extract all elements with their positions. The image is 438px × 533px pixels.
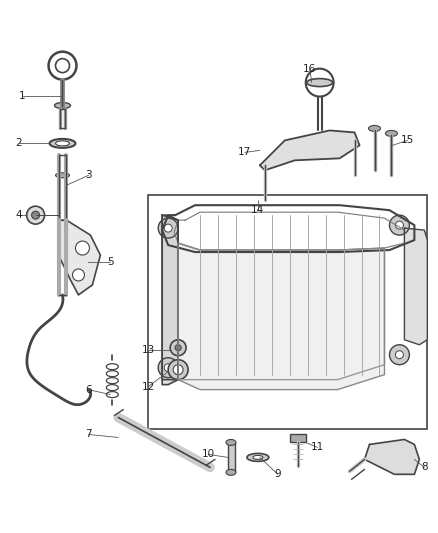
Circle shape <box>27 206 45 224</box>
Polygon shape <box>59 220 100 295</box>
Circle shape <box>158 358 178 378</box>
Ellipse shape <box>307 78 332 86</box>
Circle shape <box>158 218 178 238</box>
Circle shape <box>56 59 70 72</box>
Text: 3: 3 <box>85 170 92 180</box>
Polygon shape <box>178 243 385 390</box>
Text: 2: 2 <box>15 139 22 148</box>
Text: 17: 17 <box>238 147 251 157</box>
Ellipse shape <box>106 370 118 377</box>
Ellipse shape <box>106 364 118 370</box>
Circle shape <box>164 224 172 232</box>
Circle shape <box>173 365 183 375</box>
Ellipse shape <box>106 378 118 384</box>
Bar <box>148 195 427 430</box>
Text: 12: 12 <box>141 382 155 392</box>
Circle shape <box>168 360 188 379</box>
Circle shape <box>175 345 181 351</box>
Circle shape <box>75 241 89 255</box>
Circle shape <box>306 69 334 96</box>
Ellipse shape <box>226 439 236 446</box>
Circle shape <box>396 351 403 359</box>
Text: 6: 6 <box>85 385 92 394</box>
Text: 16: 16 <box>303 63 316 74</box>
Ellipse shape <box>49 139 75 148</box>
Polygon shape <box>162 215 178 379</box>
Ellipse shape <box>253 455 263 459</box>
Text: 5: 5 <box>107 257 113 267</box>
Circle shape <box>170 340 186 356</box>
Circle shape <box>49 52 77 79</box>
Polygon shape <box>364 439 419 474</box>
Ellipse shape <box>247 454 269 462</box>
Bar <box>228 442 235 472</box>
Ellipse shape <box>56 173 70 178</box>
Text: 10: 10 <box>201 449 215 459</box>
Bar <box>290 434 306 442</box>
Ellipse shape <box>385 131 397 136</box>
Circle shape <box>164 364 172 372</box>
Circle shape <box>32 211 39 219</box>
Text: 1: 1 <box>19 91 26 101</box>
Polygon shape <box>404 228 427 345</box>
Circle shape <box>389 345 410 365</box>
Text: 11: 11 <box>311 442 324 453</box>
Circle shape <box>389 215 410 235</box>
Ellipse shape <box>106 392 118 398</box>
Circle shape <box>72 269 85 281</box>
Ellipse shape <box>106 385 118 391</box>
Text: 13: 13 <box>141 345 155 355</box>
Text: 7: 7 <box>85 430 92 440</box>
Ellipse shape <box>56 141 70 146</box>
Text: 4: 4 <box>15 210 22 220</box>
Circle shape <box>396 221 403 229</box>
Ellipse shape <box>226 470 236 475</box>
Ellipse shape <box>54 102 71 109</box>
Text: 15: 15 <box>401 135 414 146</box>
Text: 14: 14 <box>251 205 265 215</box>
Text: 9: 9 <box>275 470 281 479</box>
Text: 8: 8 <box>421 462 427 472</box>
Ellipse shape <box>368 125 381 132</box>
Polygon shape <box>162 215 178 385</box>
Polygon shape <box>260 131 360 171</box>
